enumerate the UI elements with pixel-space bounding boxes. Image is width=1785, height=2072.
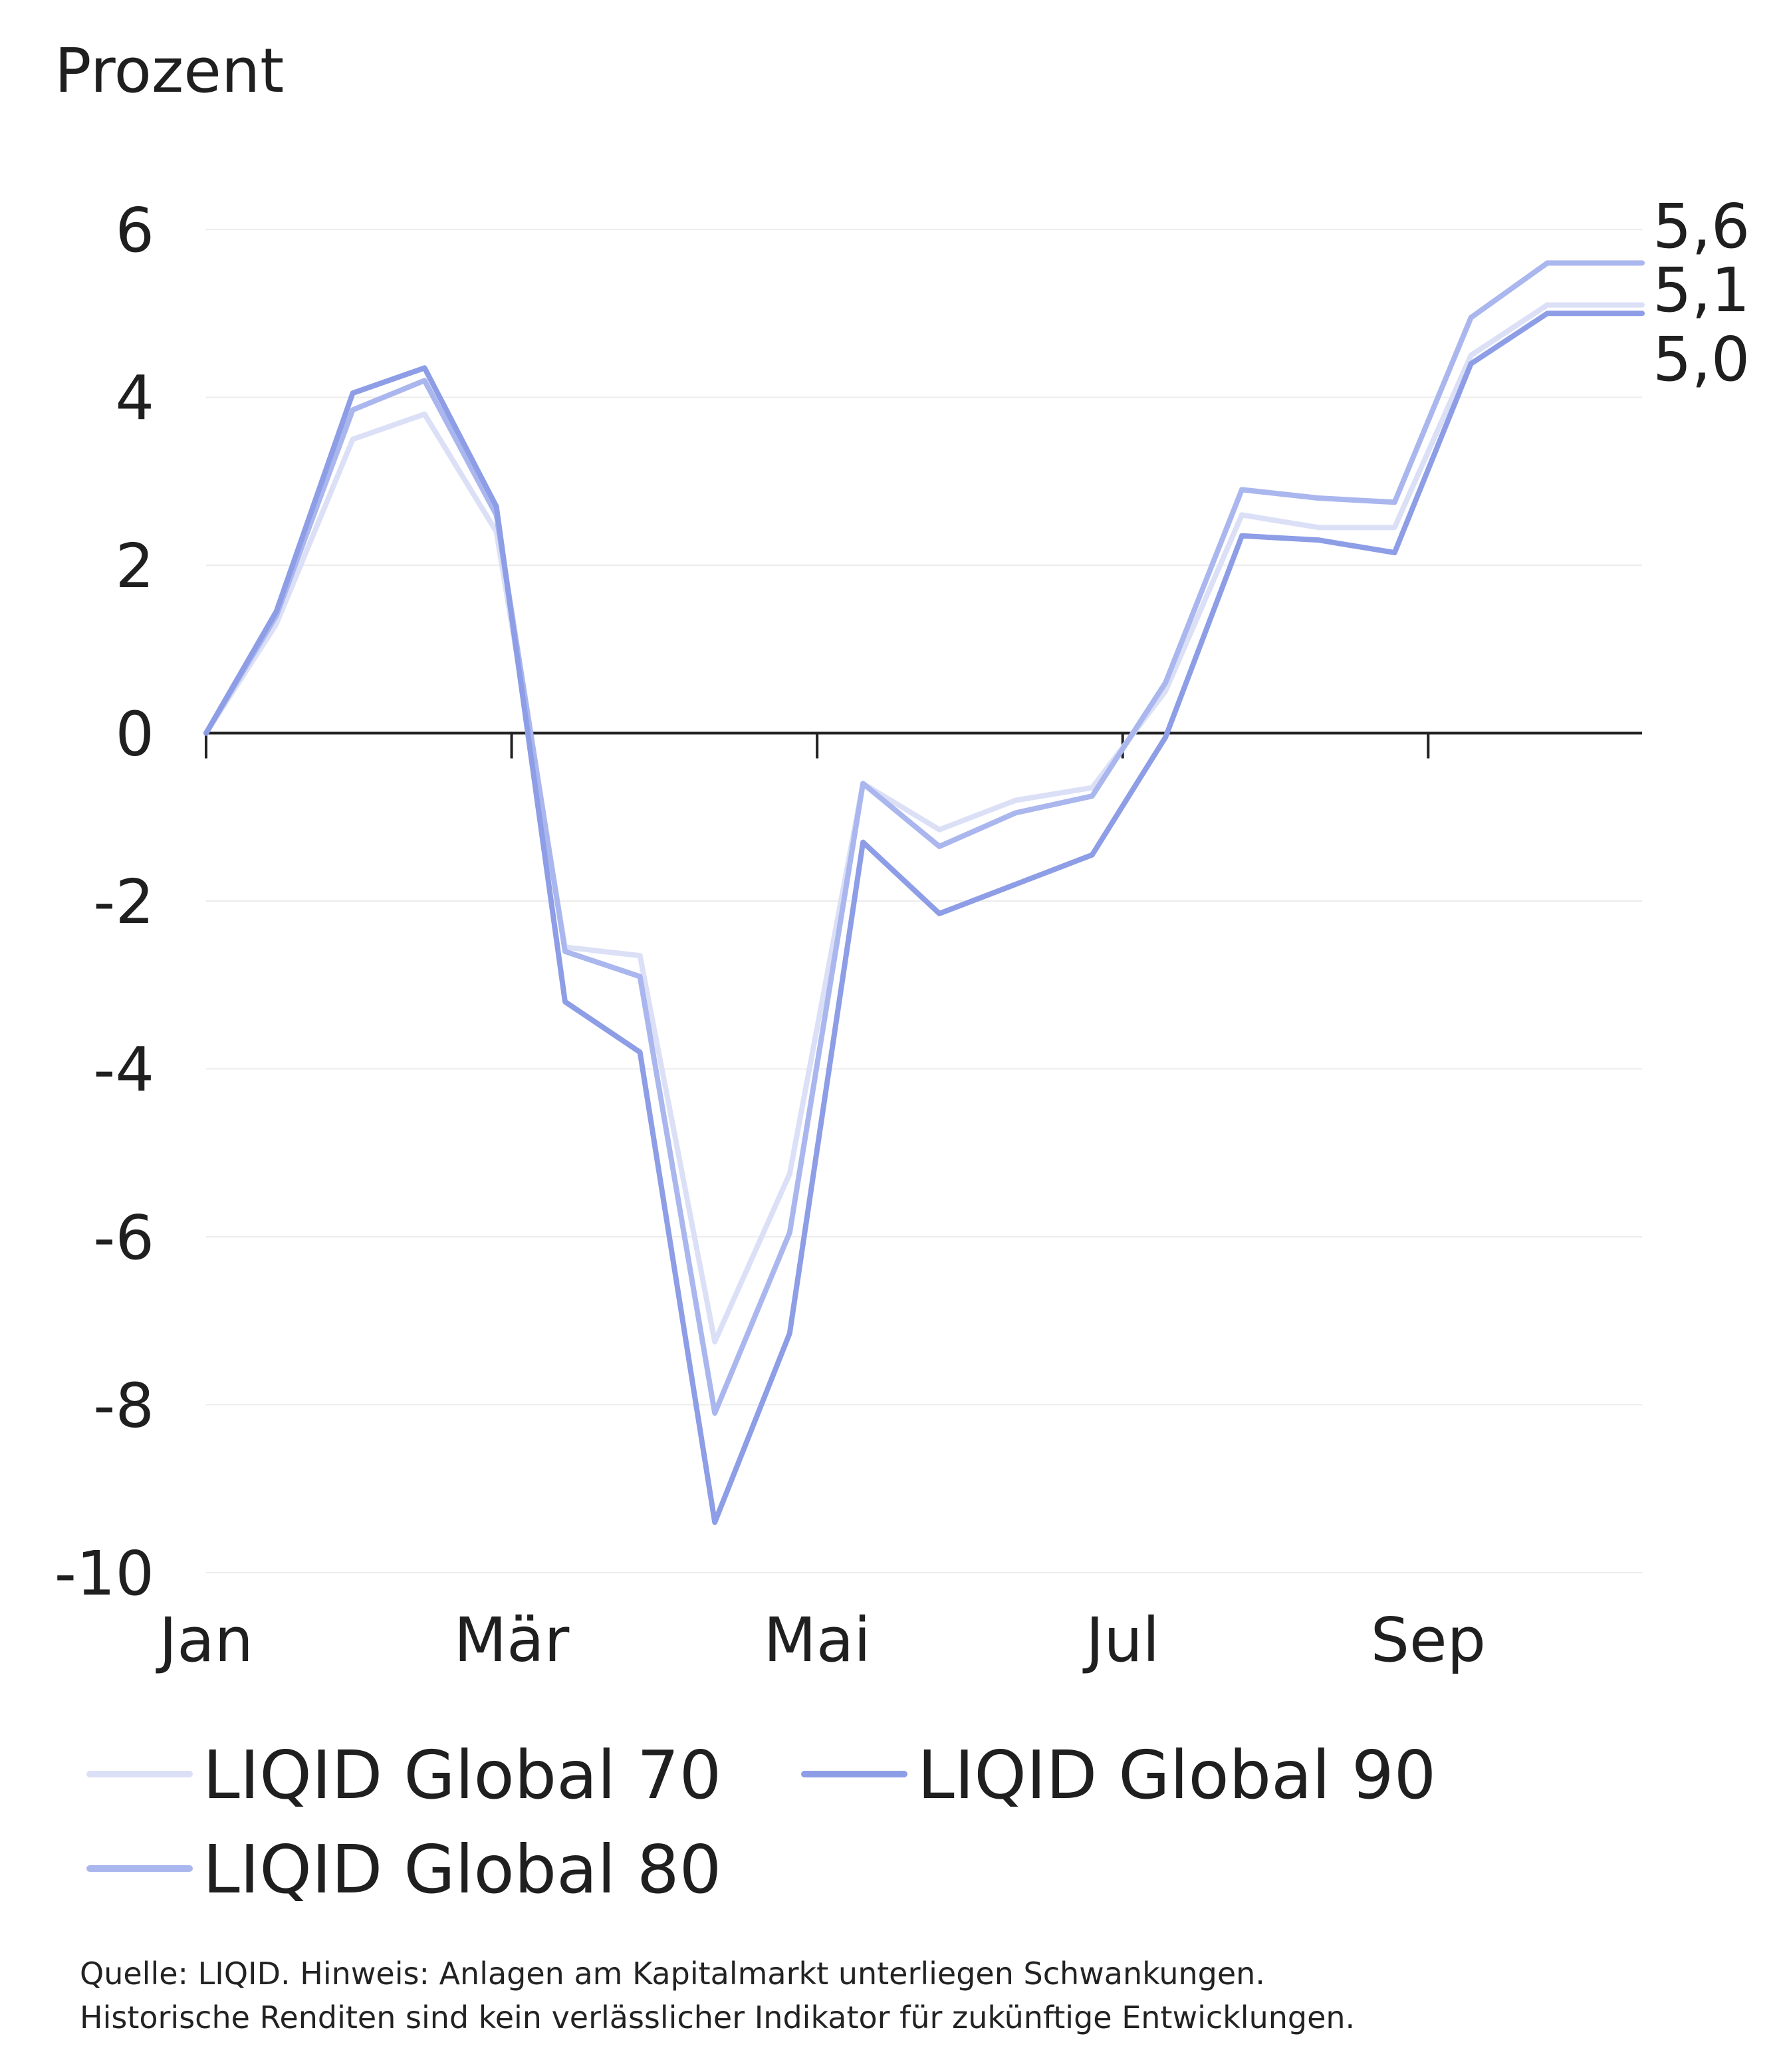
series-line-1: [203, 302, 1645, 1345]
legend-label: LIQID Global 90: [917, 1736, 1436, 1814]
series-lines: [203, 260, 1645, 1525]
y-tick-label: 2: [115, 531, 154, 602]
source-note-line-1: Quelle: LIQID. Hinweis: Anlagen am Kapit…: [80, 1956, 1265, 1992]
x-tick-label: Mär: [454, 1605, 570, 1676]
source-note: Quelle: LIQID. Hinweis: Anlagen am Kapit…: [80, 1952, 1728, 2039]
y-tick-label: -2: [93, 866, 154, 938]
x-tick-label: Jan: [156, 1605, 253, 1676]
y-tick-label: -8: [93, 1370, 154, 1442]
y-tick-label: 4: [115, 363, 154, 434]
legend: LIQID Global 70 LIQID Global 90 LIQID Glob…: [86, 1736, 1436, 1908]
gridlines: [206, 229, 1642, 1573]
legend-label: LIQID Global 80: [203, 1831, 721, 1908]
y-tick-label: -4: [93, 1035, 154, 1106]
y-tick-label: 6: [115, 195, 154, 266]
y-tick-label: 0: [115, 699, 154, 770]
end-labels: 5,65,15,0: [1653, 191, 1750, 395]
y-axis-title: Prozent: [55, 35, 284, 106]
end-label: 5,6: [1653, 191, 1750, 262]
x-tick-label: Sep: [1371, 1605, 1486, 1676]
y-tick-label: -6: [93, 1202, 154, 1273]
x-axis: Jan Mär Mai Jul Sep: [156, 731, 1642, 1676]
series-line-3: [203, 311, 1645, 1525]
x-tick-label: Mai: [763, 1605, 870, 1676]
y-axis: 6 4 2 0 -2 -4 -6 -8 -10: [55, 195, 154, 1609]
end-label: 5,1: [1653, 255, 1750, 326]
source-note-line-2: Historische Renditen sind kein verlässli…: [80, 2000, 1356, 2035]
end-label: 5,0: [1653, 324, 1750, 395]
series-line-2: [203, 260, 1645, 1416]
y-tick-label: -10: [55, 1538, 154, 1609]
x-tick-label: Jul: [1082, 1605, 1159, 1676]
legend-label: LIQID Global 70: [203, 1736, 721, 1814]
